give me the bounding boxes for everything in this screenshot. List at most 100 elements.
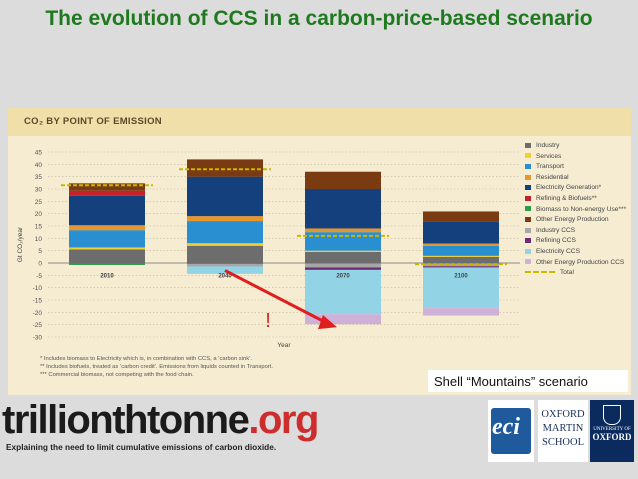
legend-label: Electricity Generation* (536, 184, 602, 192)
oxford-university-logo[interactable]: UNIVERSITY OF OXFORD (590, 400, 634, 462)
legend-item: Refining & Biofuels** (525, 195, 626, 206)
bar-segment (423, 266, 499, 268)
x-tick-label: 2010 (100, 273, 114, 279)
y-tick-label: -30 (33, 335, 43, 342)
bar-segment (305, 250, 381, 252)
legend-swatch (525, 259, 531, 265)
legend-item: Total (525, 269, 626, 280)
legend-item: Industry (525, 142, 626, 153)
footnote-3: *** Commercial biomass, not competing wi… (40, 372, 194, 378)
bar-segment (423, 256, 499, 263)
legend-swatch (525, 238, 531, 244)
x-tick-label: 2100 (454, 273, 468, 279)
oxford-uni-line-1: UNIVERSITY OF (593, 427, 631, 432)
bar-segment (69, 190, 145, 196)
y-tick-label: -20 (33, 310, 43, 317)
y-tick-label: 10 (35, 236, 43, 243)
legend-label: Other Energy Production (536, 216, 609, 224)
legend-item: Transport (525, 163, 626, 174)
legend-swatch (525, 153, 531, 159)
y-axis-label: Gt CO₂/year (17, 226, 24, 262)
slide-title: The evolution of CCS in a carbon-price-b… (45, 7, 593, 30)
x-tick-label: 2070 (336, 273, 350, 279)
bar-segment (305, 269, 381, 315)
legend-item: Refining CCS (525, 237, 626, 248)
legend-label: Industry (536, 142, 560, 149)
legend-item: Industry CCS (525, 227, 626, 238)
oxford-crest-icon (603, 405, 621, 425)
legend-label: Total (560, 269, 574, 277)
legend-item: Services (525, 153, 626, 164)
bar-segment (423, 245, 499, 256)
y-tick-label: 45 (35, 150, 43, 157)
legend-item: Electricity Generation* (525, 184, 626, 195)
bar-segment (69, 230, 145, 248)
bar-segment (187, 263, 263, 264)
exclamation-annotation: ! (265, 310, 271, 332)
legend-item: Other Energy Production CCS (525, 259, 626, 270)
bar-segment (423, 267, 499, 309)
legend-swatch (525, 206, 531, 212)
legend-item: Other Energy Production (525, 216, 626, 227)
bar-segment (305, 251, 381, 263)
y-tick-label: 20 (35, 211, 43, 218)
bar-segment (187, 176, 263, 217)
brand-tagline: Explaining the need to limit cumulative … (6, 442, 277, 452)
bar-segment (305, 171, 381, 189)
x-axis-label: Year (277, 342, 291, 349)
bar-segment (423, 308, 499, 316)
bar-segment (69, 225, 145, 231)
bar-segment (305, 314, 381, 325)
y-tick-label: -15 (33, 298, 43, 305)
bar-segment (187, 266, 263, 274)
legend-label: Biomass to Non-energy Use*** (536, 205, 627, 213)
trillionthtonne-logo[interactable]: trillionthtonne.org (2, 398, 319, 442)
legend-item: Electricity CCS (525, 248, 626, 259)
bar-segment (305, 228, 381, 233)
bar-segment (69, 195, 145, 226)
y-tick-label: 30 (35, 187, 43, 194)
legend-swatch (525, 271, 555, 274)
arrow-line (224, 269, 328, 325)
legend-swatch (525, 163, 531, 169)
legend-swatch (525, 248, 531, 254)
legend-swatch (525, 142, 531, 148)
bar-segment (423, 211, 499, 222)
y-tick-label: 25 (35, 199, 43, 206)
legend-swatch (525, 195, 531, 201)
legend-label: Other Energy Production CCS (536, 258, 625, 266)
y-tick-label: 5 (38, 248, 42, 255)
legend-item: Biomass to Non-energy Use*** (525, 206, 626, 217)
legend-swatch (525, 185, 531, 191)
y-tick-label: 40 (35, 162, 43, 169)
y-tick-label: 35 (35, 174, 43, 181)
brand-suffix: .org (248, 398, 319, 442)
bar-segment (305, 189, 381, 229)
y-tick-label: 0 (38, 261, 42, 268)
bar-segment (423, 255, 499, 257)
bar-segment (423, 221, 499, 244)
caption-box: Shell “Mountains” scenario (428, 370, 628, 392)
bar-segment (187, 159, 263, 177)
legend-swatch (525, 216, 531, 222)
bar-segment (423, 243, 499, 246)
scenario-caption: Shell “Mountains” scenario (434, 374, 588, 389)
bar-segment (305, 263, 381, 264)
legend-label: Refining CCS (536, 237, 576, 245)
legend-label: Residential (536, 173, 569, 181)
legend-item: Residential (525, 174, 626, 185)
brand-main: trillionthtonne (2, 398, 250, 442)
bar-segment (305, 263, 381, 268)
y-tick-label: -5 (36, 273, 42, 280)
oxford-martin-logo[interactable]: OXFORD MARTIN SCHOOL (538, 400, 588, 462)
legend-swatch (525, 227, 531, 233)
oxford-martin-line-2: MARTIN (542, 423, 584, 434)
footnote-1: * Includes biomass to Electricity which … (40, 356, 252, 362)
panel-title: CO₂ BY POINT OF EMISSION (24, 116, 162, 127)
eci-logo[interactable]: eci (488, 400, 534, 462)
legend-label: Electricity CCS (536, 247, 580, 255)
bar-segment (69, 263, 145, 265)
bar-segment (187, 216, 263, 222)
bar-segment (69, 249, 145, 263)
oxford-uni-line-2: OXFORD (592, 432, 632, 442)
